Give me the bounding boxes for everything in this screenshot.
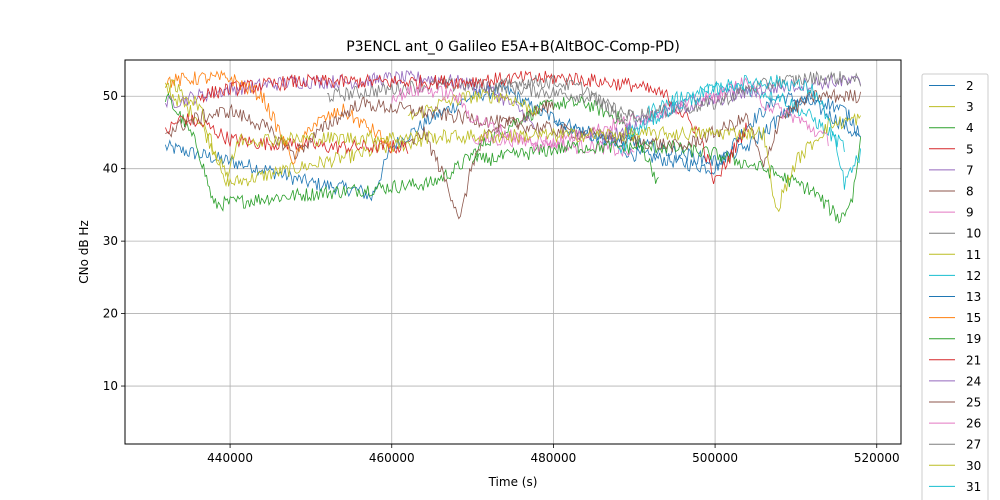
legend-entry-label: 30 (966, 459, 981, 473)
legend-entry-label: 2 (966, 79, 974, 93)
x-tick-label: 460000 (369, 451, 415, 465)
series-5-line (165, 113, 409, 155)
legend-entry-label: 15 (966, 311, 981, 325)
series-31-line (618, 74, 861, 190)
y-tick-label: 30 (103, 234, 118, 248)
legend-entry-label: 27 (966, 438, 981, 452)
legend-entry-label: 24 (966, 374, 981, 388)
x-tick-label: 480000 (531, 451, 577, 465)
legend-entry-label: 11 (966, 248, 981, 262)
y-tick-label: 10 (103, 379, 118, 393)
legend-entry-label: 7 (966, 163, 974, 177)
series-25-line (165, 88, 861, 168)
x-tick-label: 500000 (692, 451, 738, 465)
series-21-line (197, 70, 748, 184)
x-tick-label: 440000 (207, 451, 253, 465)
legend: 2 3 4 5 7 8 9 10 11 12 13 15 19 21 24 25 26 27 30 31 (921, 73, 989, 500)
axis-ticks: 440000 460000 480000 500000 520000 10 20 30 40 50 (103, 89, 900, 465)
legend-entry-label: 3 (966, 100, 974, 114)
series-10-line (327, 77, 635, 123)
series-lines (165, 69, 861, 224)
legend-entry-label: 19 (966, 332, 981, 346)
series-30-line (165, 79, 861, 213)
legend-entry-label: 4 (966, 121, 974, 135)
legend-entry-label: 21 (966, 353, 981, 367)
legend-entry-label: 26 (966, 417, 981, 431)
series-27-line (488, 70, 861, 125)
y-tick-label: 40 (103, 162, 118, 176)
legend-entry-label: 5 (966, 142, 974, 156)
x-tick-label: 520000 (854, 451, 900, 465)
series-11-line (407, 88, 538, 121)
y-tick-label: 50 (103, 89, 118, 103)
legend-entry-label: 8 (966, 185, 974, 199)
series-3-line (165, 82, 425, 187)
plot-area-frame (124, 59, 902, 445)
series-12-line (625, 82, 845, 152)
legend-entry-label: 31 (966, 480, 981, 494)
y-tick-label: 20 (103, 307, 118, 321)
legend-entry-label: 10 (966, 227, 981, 241)
legend-entry-label: 25 (966, 396, 981, 410)
series-9-line (472, 131, 635, 157)
series-8-line (407, 99, 554, 220)
y-axis-label: CNo dB Hz (77, 220, 91, 284)
series-15-line (165, 69, 393, 165)
series-4-line (165, 92, 659, 212)
legend-box (921, 73, 989, 500)
legend-entry-label: 12 (966, 269, 981, 283)
chart-title: P3ENCL ant_0 Galileo E5A+B(AltBOC-Comp-P… (346, 39, 680, 55)
legend-entry-label: 13 (966, 290, 981, 304)
legend-entry-label: 9 (966, 206, 974, 220)
x-axis-label: Time (s) (488, 475, 538, 489)
series-19-line (472, 136, 861, 224)
series-26-line (391, 77, 829, 153)
